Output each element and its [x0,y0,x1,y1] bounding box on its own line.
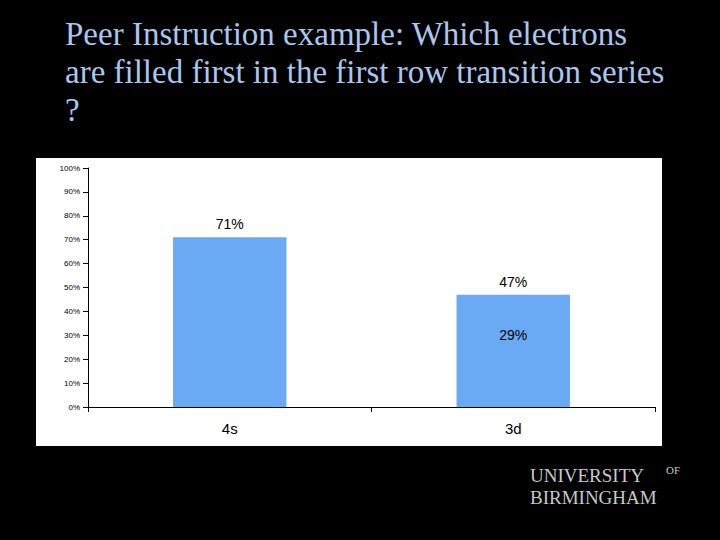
svg-text:3d: 3d [505,420,522,437]
svg-text:90%: 90% [64,187,80,196]
svg-text:Peer Instruction example: Whic: Peer Instruction example: Which electron… [65,16,635,52]
svg-text:60%: 60% [64,259,80,268]
svg-text:UNIVERSITY: UNIVERSITY [530,465,644,486]
svg-text:OF: OF [666,464,680,476]
svg-text:?: ? [65,92,80,128]
svg-text:47%: 47% [499,274,527,290]
svg-text:71%: 71% [216,216,244,232]
svg-text:30%: 30% [64,331,80,340]
svg-text:80%: 80% [64,211,80,220]
svg-text:50%: 50% [64,283,80,292]
svg-text:20%: 20% [64,355,80,364]
svg-text:10%: 10% [64,379,80,388]
svg-text:BIRMINGHAM: BIRMINGHAM [530,487,657,508]
svg-text:100%: 100% [60,164,80,173]
svg-text:are filled first in the first: are filled first in the first row transi… [65,54,664,90]
svg-text:0%: 0% [68,403,80,412]
svg-text:70%: 70% [64,235,80,244]
svg-text:29%: 29% [499,327,527,343]
svg-text:4s: 4s [222,420,238,437]
svg-text:40%: 40% [64,307,80,316]
